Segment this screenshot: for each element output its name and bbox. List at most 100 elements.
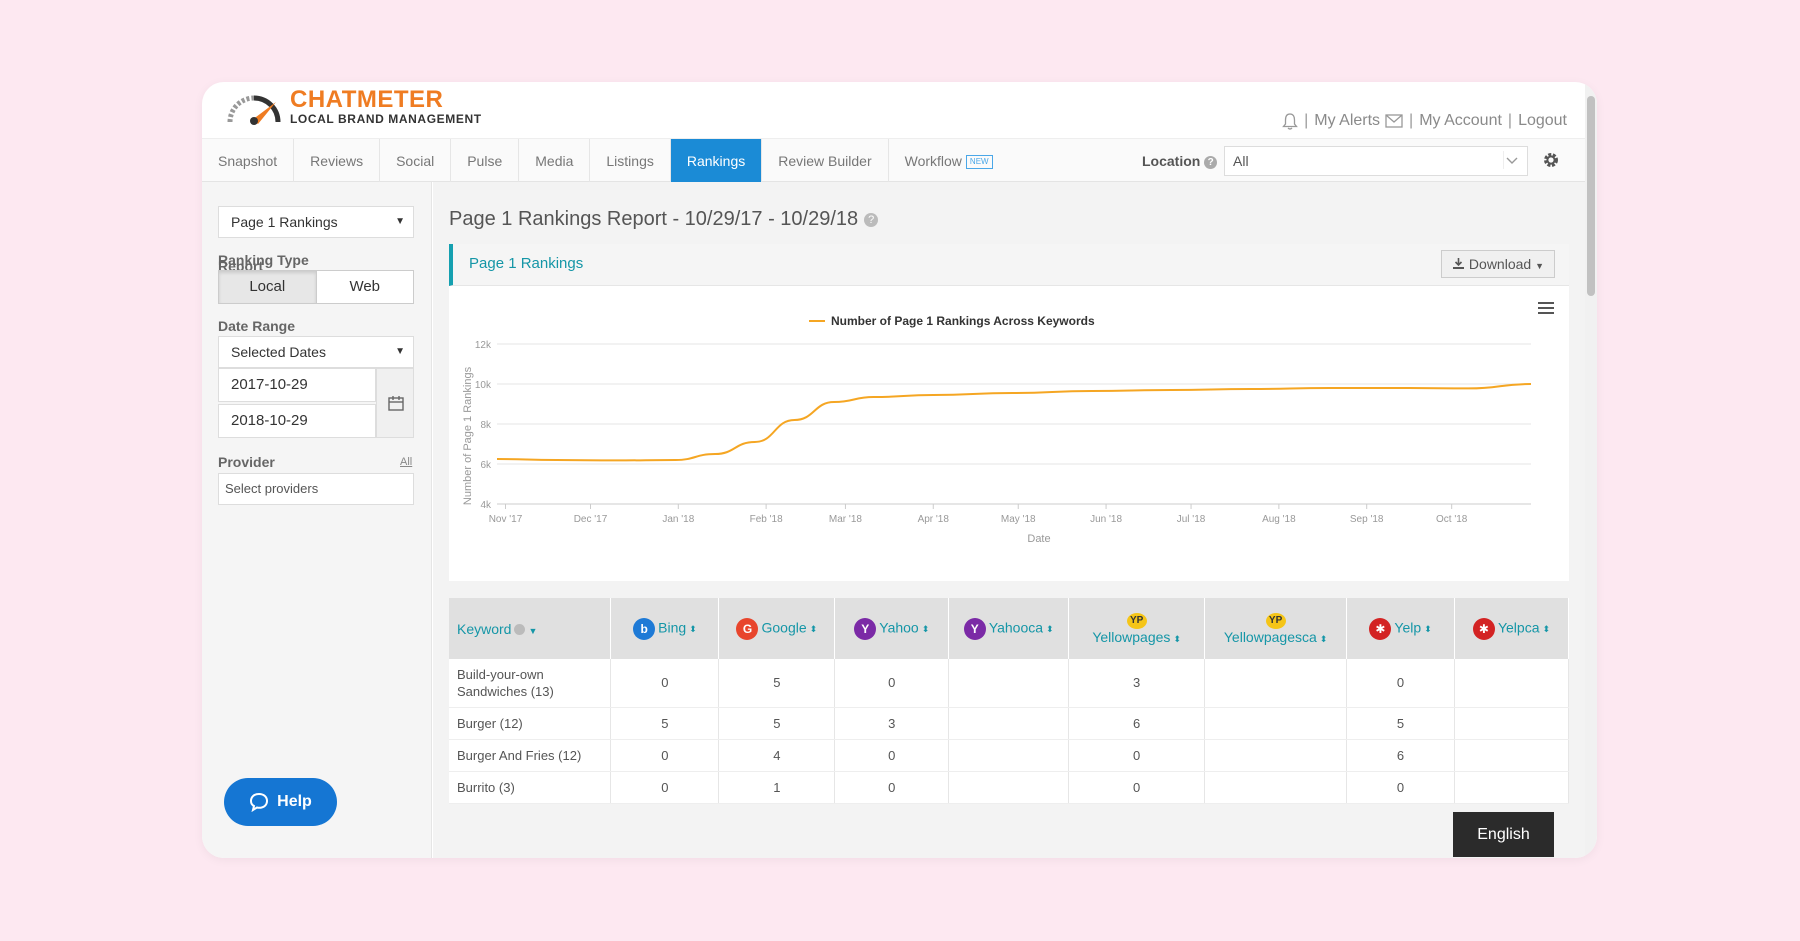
table-row: Burrito (3) 0 1 0 0 0 bbox=[449, 771, 1569, 804]
tab-social[interactable]: Social bbox=[380, 139, 452, 183]
yellowpages-icon: YP bbox=[1126, 613, 1147, 630]
calendar-button[interactable] bbox=[376, 368, 414, 438]
column-header-yellowpages[interactable]: YP Yellowpages ⬍ bbox=[1068, 598, 1206, 659]
chart-legend[interactable]: Number of Page 1 Rankings Across Keyword… bbox=[809, 314, 1095, 328]
table-row: Burger (12) 5 5 3 6 5 bbox=[449, 707, 1569, 740]
keyword-cell[interactable]: Burrito (3) bbox=[449, 771, 612, 804]
header: CHATMETER LOCAL BRAND MANAGEMENT | My Al… bbox=[202, 82, 1597, 138]
tab-workflow[interactable]: Workflow NEW bbox=[889, 139, 1009, 183]
column-header-yellowpagesca[interactable]: YP Yellowpagesca ⬍ bbox=[1204, 598, 1348, 659]
provider-all-link[interactable]: All bbox=[400, 456, 413, 468]
ranking-type-toggle: Local Web bbox=[218, 270, 414, 304]
logout-link[interactable]: Logout bbox=[1518, 112, 1567, 129]
column-header-label: Yellowpages bbox=[1092, 629, 1171, 646]
sort-icon: ⬍ bbox=[1424, 624, 1432, 635]
logo[interactable]: CHATMETER LOCAL BRAND MANAGEMENT bbox=[224, 88, 482, 126]
tab-workflow-label: Workflow bbox=[904, 153, 962, 169]
provider-label: Provider bbox=[218, 454, 275, 470]
y-tick-label: 8k bbox=[480, 420, 492, 431]
end-date-input[interactable]: 2018-10-29 bbox=[218, 404, 376, 438]
x-tick-label: Feb '18 bbox=[750, 514, 783, 525]
bell-icon[interactable] bbox=[1282, 112, 1298, 130]
column-header-google[interactable]: G Google ⬍ bbox=[718, 598, 836, 659]
help-circle-icon[interactable]: ? bbox=[864, 212, 879, 227]
help-circle-icon bbox=[514, 624, 526, 636]
x-tick-label: Jan '18 bbox=[662, 514, 694, 525]
report-title: Page 1 Rankings Report - 10/29/17 - 10/2… bbox=[449, 208, 879, 231]
keyword-cell[interactable]: Build-your-own Sandwiches (13) bbox=[449, 659, 612, 708]
ranking-cell: 3 bbox=[1068, 659, 1206, 708]
report-select[interactable]: Page 1 Rankings ▼ bbox=[218, 206, 414, 238]
tab-review-builder[interactable]: Review Builder bbox=[762, 139, 889, 183]
ranking-local-button[interactable]: Local bbox=[219, 271, 317, 303]
brand-name: CHATMETER bbox=[290, 86, 444, 113]
keyword-column-header[interactable]: Keyword ▼ bbox=[449, 598, 612, 659]
column-header-yelp[interactable]: ✱ Yelp ⬍ bbox=[1346, 598, 1455, 659]
ranking-cell bbox=[1454, 707, 1569, 740]
language-button[interactable]: English bbox=[1453, 812, 1554, 857]
ranking-cell: 0 bbox=[834, 739, 950, 772]
column-header-label: Yelp bbox=[1394, 619, 1422, 636]
sort-desc-icon: ▼ bbox=[528, 625, 538, 636]
ranking-cell: 6 bbox=[1068, 707, 1206, 740]
y-axis-label: Number of Page 1 Rankings bbox=[462, 366, 474, 505]
x-tick-label: Sep '18 bbox=[1350, 514, 1384, 525]
tab-rankings[interactable]: Rankings bbox=[670, 139, 763, 183]
start-date-input[interactable]: 2017-10-29 bbox=[218, 368, 376, 402]
sort-icon: ⬍ bbox=[921, 624, 930, 635]
ranking-cell: 0 bbox=[610, 739, 720, 772]
ranking-cell bbox=[1454, 739, 1569, 772]
location-select[interactable]: All bbox=[1224, 146, 1528, 176]
keyword-cell[interactable]: Burger And Fries (12) bbox=[449, 739, 612, 772]
column-header-yelpca[interactable]: ✱ Yelpca ⬍ bbox=[1454, 598, 1569, 659]
tab-snapshot[interactable]: Snapshot bbox=[202, 139, 295, 183]
ranking-web-button[interactable]: Web bbox=[316, 271, 413, 303]
column-header-yahoo[interactable]: Y Yahoo ⬍ bbox=[834, 598, 950, 659]
column-header-yahooca[interactable]: Y Yahooca ⬍ bbox=[948, 598, 1070, 659]
yellowpagesca-icon: YP bbox=[1265, 613, 1286, 630]
panel-title: Page 1 Rankings bbox=[469, 255, 584, 272]
tab-listings[interactable]: Listings bbox=[590, 139, 671, 183]
series-line[interactable] bbox=[496, 383, 1532, 462]
location-label: Location ? bbox=[1142, 153, 1218, 169]
x-tick-label: Nov '17 bbox=[489, 514, 523, 525]
ranking-cell: 3 bbox=[834, 707, 950, 740]
keyword-cell[interactable]: Burger (12) bbox=[449, 707, 612, 740]
scrollbar[interactable] bbox=[1585, 82, 1597, 858]
caret-down-icon: ▼ bbox=[395, 346, 405, 357]
ranking-cell bbox=[1204, 659, 1348, 708]
table-header-row: Keyword ▼ b Bing ⬍ G Google ⬍ Y Yahoo ⬍ Y Yahooca ⬍ Y… bbox=[449, 598, 1569, 659]
ranking-cell: 0 bbox=[1346, 659, 1455, 708]
x-tick-label: May '18 bbox=[1001, 514, 1036, 525]
provider-input[interactable]: Select providers bbox=[218, 473, 414, 505]
rankings-table: Keyword ▼ b Bing ⬍ G Google ⬍ Y Yahoo ⬍ Y Yahooca ⬍ Y… bbox=[449, 598, 1569, 804]
y-tick-label: 6k bbox=[480, 460, 492, 471]
yelp-icon: ✱ bbox=[1369, 617, 1392, 640]
download-icon bbox=[1453, 258, 1465, 269]
sort-icon: ⬍ bbox=[689, 624, 697, 635]
tab-media[interactable]: Media bbox=[519, 139, 591, 183]
sort-icon: ⬍ bbox=[1319, 634, 1328, 645]
date-range-label: Date Range bbox=[218, 318, 296, 334]
column-header-bing[interactable]: b Bing ⬍ bbox=[610, 598, 720, 659]
tab-reviews[interactable]: Reviews bbox=[294, 139, 381, 183]
scrollbar-thumb[interactable] bbox=[1587, 96, 1595, 296]
my-alerts-link[interactable]: My Alerts bbox=[1314, 112, 1381, 129]
date-range-select[interactable]: Selected Dates ▼ bbox=[218, 336, 414, 368]
help-button[interactable]: Help bbox=[224, 778, 337, 826]
x-tick-label: Jul '18 bbox=[1177, 514, 1206, 525]
y-tick-label: 4k bbox=[480, 500, 492, 511]
tab-pulse[interactable]: Pulse bbox=[451, 139, 520, 183]
my-account-link[interactable]: My Account bbox=[1419, 112, 1502, 129]
chart-menu-icon[interactable] bbox=[1538, 302, 1554, 314]
mail-icon[interactable] bbox=[1385, 114, 1403, 128]
yahooca-icon: Y bbox=[963, 617, 986, 640]
gear-icon[interactable] bbox=[1542, 151, 1560, 169]
download-button[interactable]: Download ▼ bbox=[1441, 250, 1555, 278]
caret-down-icon: ▼ bbox=[1535, 261, 1544, 271]
rankings-line-chart: Number of Page 1 Rankings Across Keyword… bbox=[462, 302, 1554, 545]
ranking-cell: 1 bbox=[718, 771, 836, 804]
chat-bubble-icon bbox=[250, 792, 269, 812]
ranking-cell bbox=[1204, 771, 1348, 804]
ranking-cell: 0 bbox=[834, 659, 950, 708]
